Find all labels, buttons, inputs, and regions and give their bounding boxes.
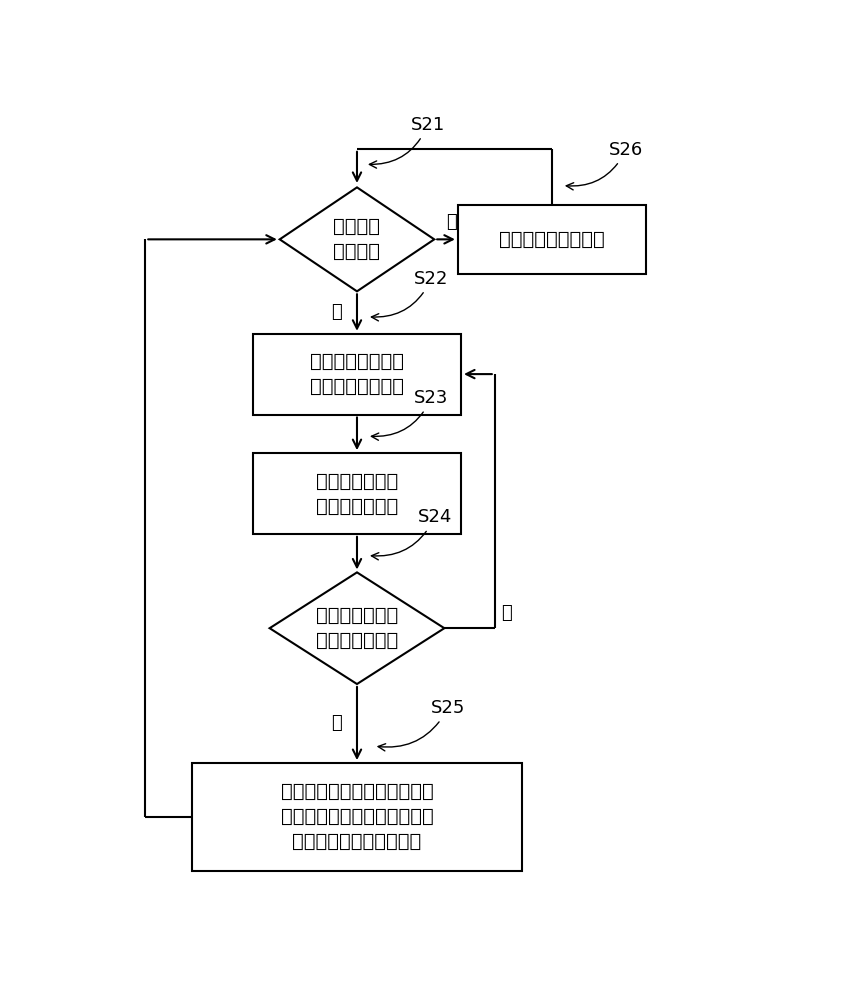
Bar <box>253 334 461 415</box>
Bar <box>458 205 646 274</box>
Text: S23: S23 <box>371 389 448 440</box>
Text: S24: S24 <box>371 508 452 560</box>
Text: S26: S26 <box>566 141 643 190</box>
Text: 是: 是 <box>331 304 342 322</box>
Bar <box>192 763 522 871</box>
Text: 否: 否 <box>501 604 512 622</box>
Text: S21: S21 <box>369 116 445 168</box>
Bar <box>253 453 461 534</box>
Text: 否: 否 <box>447 213 457 231</box>
Text: 从中转模块批量接
收多个更新数据包: 从中转模块批量接 收多个更新数据包 <box>310 352 404 396</box>
Text: S22: S22 <box>371 270 448 321</box>
Text: 根据完整解析的多个更新数据
包，对多个微功率无线通信单
元进行应用程序批量更新: 根据完整解析的多个更新数据 包，对多个微功率无线通信单 元进行应用程序批量更新 <box>281 782 434 851</box>
Text: 接收时刻
是否到来: 接收时刻 是否到来 <box>334 217 381 261</box>
Text: 解析的多个更新
数据包是否完整: 解析的多个更新 数据包是否完整 <box>316 606 398 650</box>
Text: S25: S25 <box>378 699 466 751</box>
Text: 批量存储、解析
多个更新数据包: 批量存储、解析 多个更新数据包 <box>316 471 398 515</box>
Text: 等待接收时刻的到来: 等待接收时刻的到来 <box>499 230 604 249</box>
Text: 是: 是 <box>331 714 342 732</box>
